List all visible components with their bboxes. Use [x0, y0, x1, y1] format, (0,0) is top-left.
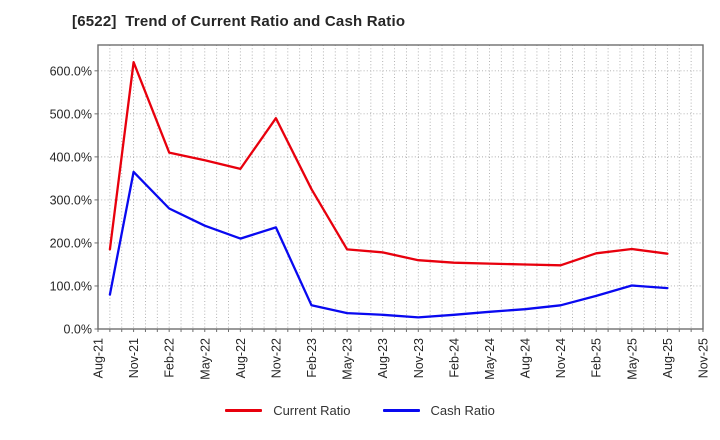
cash-ratio-line-swatch [382, 409, 420, 412]
y-tick-label: 600.0% [50, 64, 92, 78]
x-tick-label: Feb-22 [163, 338, 177, 378]
x-tick-label: Feb-23 [305, 338, 319, 378]
x-tick-label: Nov-25 [697, 338, 711, 378]
x-tick-label: Nov-24 [554, 338, 568, 378]
y-tick-label: 500.0% [50, 107, 92, 121]
x-tick-label: Nov-23 [412, 338, 426, 378]
x-tick-label: Feb-25 [590, 338, 604, 378]
y-tick-label: 0.0% [64, 323, 93, 337]
x-tick-label: Nov-21 [127, 338, 141, 378]
legend-label-cash-ratio: Cash Ratio [430, 403, 495, 418]
legend-item-current-ratio: Current Ratio [225, 403, 351, 418]
y-tick-label: 200.0% [50, 236, 92, 250]
x-tick-label: May-22 [198, 338, 212, 380]
legend-item-cash-ratio: Cash Ratio [382, 403, 495, 418]
current-ratio-line-swatch [225, 409, 263, 412]
x-tick-label: Aug-24 [519, 338, 533, 378]
y-tick-label: 100.0% [50, 279, 92, 293]
x-tick-label: Nov-22 [269, 338, 283, 378]
x-tick-label: May-24 [483, 338, 497, 380]
x-tick-label: May-25 [625, 338, 639, 380]
x-tick-label: Feb-24 [447, 338, 461, 378]
x-tick-label: Aug-23 [376, 338, 390, 378]
chart-legend: Current Ratio Cash Ratio [0, 403, 720, 418]
plot-border [97, 44, 704, 330]
chart-title: [6522] Trend of Current Ratio and Cash R… [72, 13, 406, 30]
y-tick-label: 300.0% [50, 193, 92, 207]
series-line-current-ratio [108, 61, 669, 267]
x-tick-label: May-23 [341, 338, 355, 380]
x-tick-label: Aug-25 [661, 338, 675, 378]
y-tick-label: 400.0% [50, 150, 92, 164]
legend-label-current-ratio: Current Ratio [273, 403, 351, 418]
x-tick-label: Aug-22 [234, 338, 248, 378]
series-line-cash-ratio [108, 170, 669, 319]
x-tick-label: Aug-21 [92, 338, 106, 378]
